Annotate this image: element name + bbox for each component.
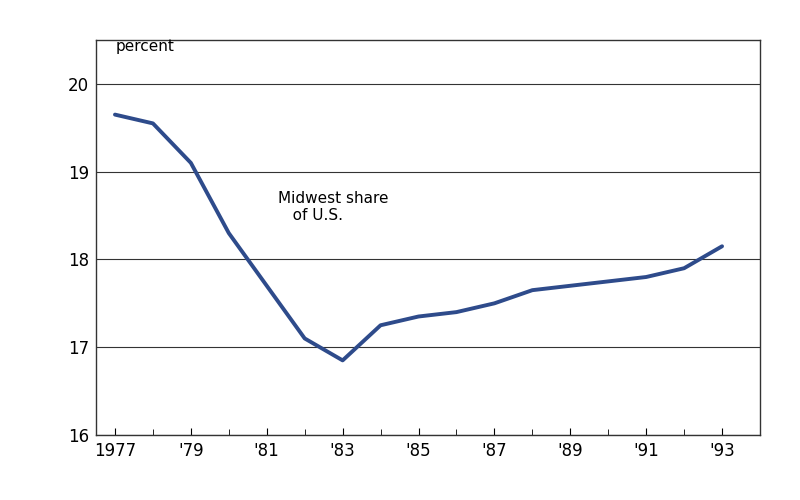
Text: percent: percent	[116, 39, 174, 54]
Text: Midwest share
   of U.S.: Midwest share of U.S.	[278, 190, 389, 223]
